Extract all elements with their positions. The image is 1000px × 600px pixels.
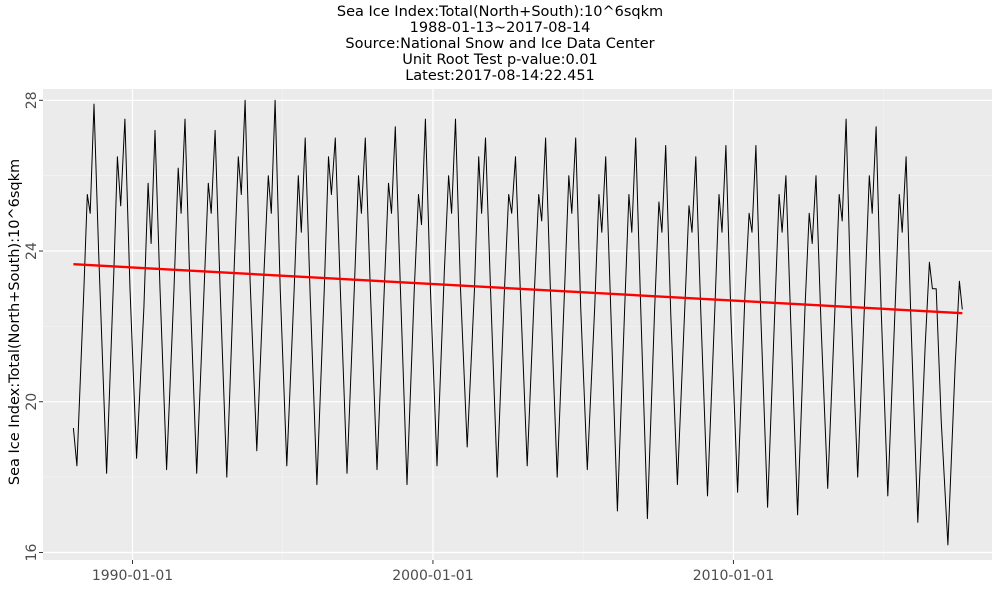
x-tick-label: 2000-01-01 — [392, 568, 473, 584]
title-source: Source:National Snow and Ice Data Center — [345, 36, 655, 52]
title-line: Sea Ice Index:Total(North+South):10^6sqk… — [336, 4, 664, 20]
title-date-range: 1988-01-13~2017-08-14 — [409, 20, 591, 36]
y-tick-label: 24 — [24, 242, 40, 260]
x-tick-label: 1990-01-01 — [92, 568, 173, 584]
plot-panel — [43, 89, 992, 560]
title-latest: Latest:2017-08-14:22.451 — [405, 68, 595, 84]
sea-ice-index-line — [72, 99, 963, 546]
axes: 16 20 24 28 1990-01-01 2000-01-01 2010-01-01 — [24, 91, 774, 584]
y-tick-label: 16 — [24, 543, 40, 561]
series-layer — [72, 99, 963, 546]
y-tick-label: 28 — [24, 91, 40, 109]
trend-line — [73, 263, 963, 315]
x-tick-label: 2010-01-01 — [693, 568, 774, 584]
chart-title: Sea Ice Index:Total(North+South):10^6sqk… — [0, 4, 1000, 84]
title-unit-root-test: Unit Root Test p-value:0.01 — [402, 52, 598, 68]
y-tick-label: 20 — [24, 393, 40, 411]
